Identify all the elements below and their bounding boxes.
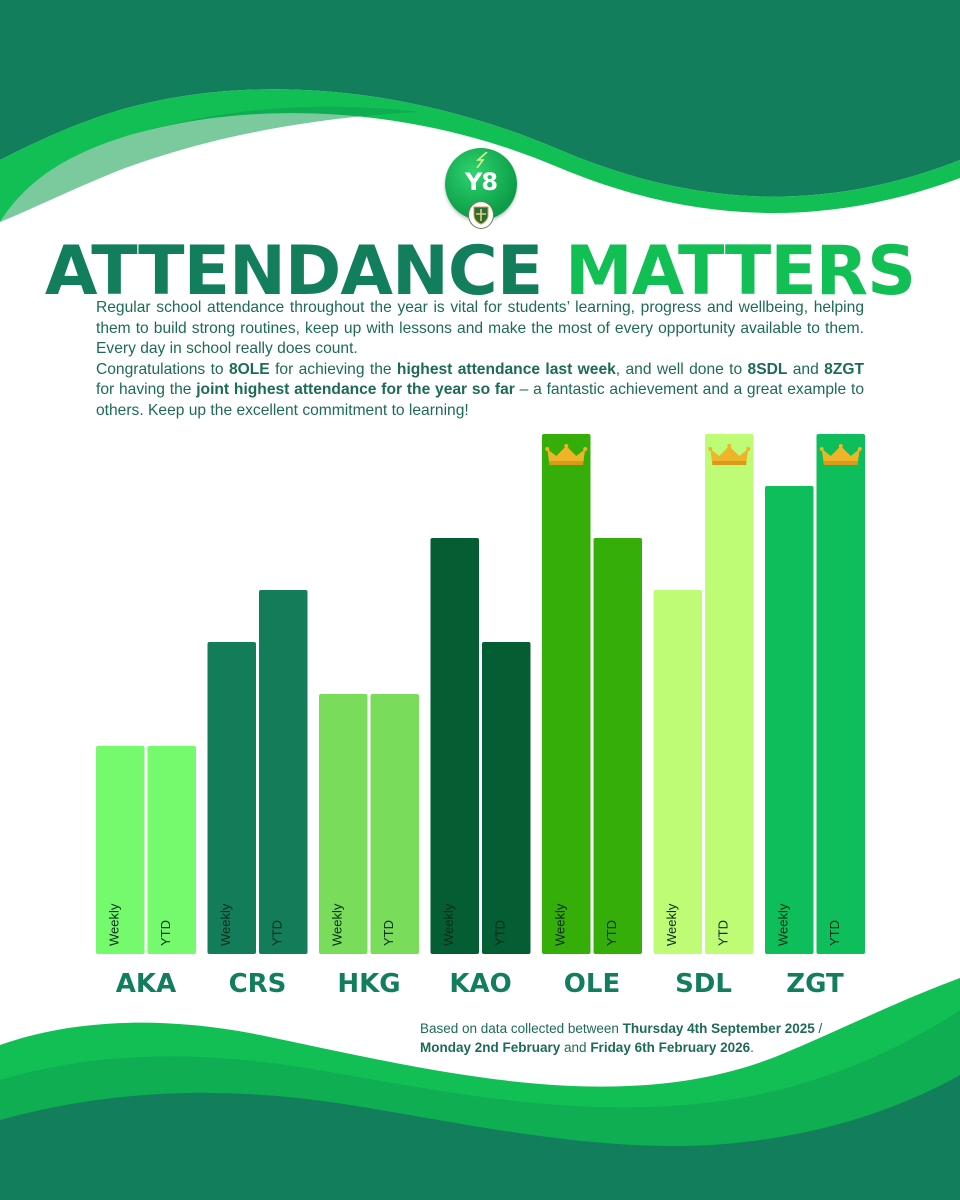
title-part-2: MATTERS (564, 232, 916, 311)
bar-label-ytd: YTD (716, 920, 731, 946)
category-label-kao: KAO (449, 969, 511, 999)
bar-crs-weekly (207, 642, 256, 954)
bar-label-weekly: Weekly (107, 903, 122, 946)
bar-label-weekly: Weekly (664, 903, 679, 946)
bar-label-ytd: YTD (381, 920, 396, 946)
bar-label-ytd: YTD (604, 920, 619, 946)
top-wave-dark (0, 0, 960, 197)
bar-label-ytd: YTD (270, 920, 285, 946)
bar-sdl-ytd (705, 434, 754, 954)
badge-label: Y8 (464, 168, 498, 196)
school-crest-icon (468, 201, 494, 229)
bottom-wave-dark (0, 1075, 960, 1200)
top-wave-dark-inner (0, 106, 420, 222)
bar-label-weekly: Weekly (553, 903, 568, 946)
bar-label-weekly: Weekly (330, 903, 345, 946)
bar-label-ytd: YTD (493, 920, 508, 946)
category-label-crs: CRS (229, 969, 287, 999)
category-label-ole: OLE (564, 969, 620, 999)
bar-label-weekly: Weekly (218, 903, 233, 946)
bar-label-weekly: Weekly (776, 903, 791, 946)
bar-group-aka: Weekly YTD AKA (96, 746, 196, 999)
crown-icon (819, 444, 862, 465)
page-title: ATTENDANCE MATTERS (0, 234, 960, 310)
intro-text: Regular school attendance throughout the… (96, 298, 864, 421)
crown-icon (708, 444, 751, 465)
bar-label-ytd: YTD (158, 920, 173, 946)
category-label-zgt: ZGT (786, 969, 844, 999)
data-footnote: Based on data collected between Thursday… (420, 1021, 823, 1055)
bar-label-weekly: Weekly (441, 903, 456, 946)
bar-label-ytd: YTD (827, 920, 842, 946)
bar-group-zgt: Weekly YTD ZGT (765, 434, 865, 999)
bar-kao-weekly (430, 538, 479, 954)
intro-paragraph-1: Regular school attendance throughout the… (96, 299, 864, 357)
category-label-aka: AKA (116, 969, 176, 999)
bar-ole-ytd (593, 538, 642, 954)
crown-icon (545, 444, 588, 465)
bar-group-kao: Weekly YTD KAO (430, 538, 531, 999)
category-label-hkg: HKG (337, 969, 400, 999)
bar-aka-ytd (147, 746, 196, 954)
bar-aka-weekly (96, 746, 145, 954)
bar-kao-ytd (482, 642, 531, 954)
bolt-icon (475, 152, 488, 168)
bar-hkg-ytd (370, 694, 419, 954)
bar-crs-ytd (259, 590, 308, 954)
bar-zgt-ytd (816, 434, 865, 954)
bar-group-sdl: Weekly YTD SDL (653, 434, 754, 999)
title-part-1: ATTENDANCE (44, 232, 543, 311)
bar-group-hkg: Weekly YTD HKG (319, 694, 419, 999)
bar-sdl-weekly (653, 590, 702, 954)
category-label-sdl: SDL (675, 969, 732, 999)
bar-group-ole: Weekly YTD OLE (542, 434, 642, 999)
bar-zgt-weekly (765, 486, 814, 954)
bar-group-crs: Weekly YTD CRS (207, 590, 308, 999)
year-badge: Y8 (445, 148, 517, 220)
bar-hkg-weekly (319, 694, 368, 954)
intro-paragraph-2: Congratulations to 8OLE for achieving th… (96, 360, 864, 419)
bar-ole-weekly (542, 434, 591, 954)
